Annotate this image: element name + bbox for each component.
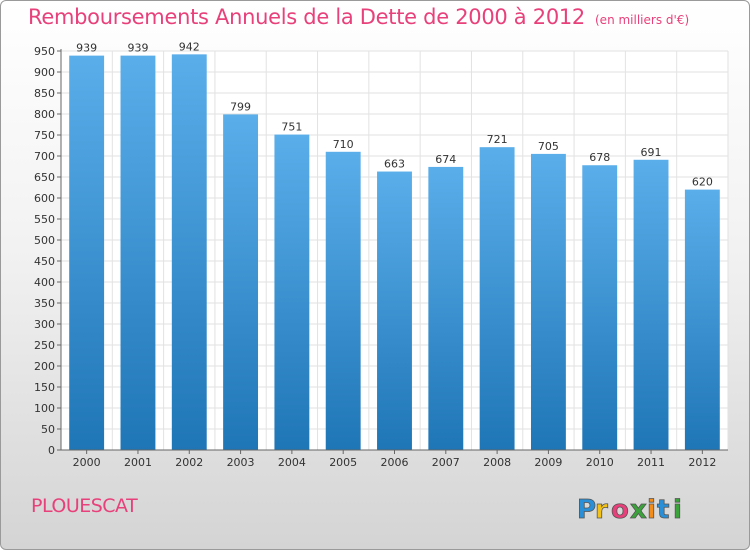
bar-value-label: 620	[692, 176, 713, 189]
y-tick-label: 750	[34, 129, 55, 142]
bar-value-label: 710	[333, 138, 354, 151]
bar-value-label: 721	[487, 133, 508, 146]
y-tick-label: 100	[34, 402, 55, 415]
bar	[325, 151, 361, 451]
svg-text:t: t	[657, 495, 669, 525]
x-tick-label: 2010	[586, 456, 614, 469]
x-tick-label: 2002	[175, 456, 203, 469]
bar	[530, 153, 566, 450]
svg-text:i: i	[647, 495, 656, 525]
bar	[69, 55, 105, 451]
y-tick-label: 550	[34, 213, 55, 226]
bar-value-label: 799	[230, 100, 251, 113]
y-tick-label: 500	[34, 234, 55, 247]
svg-text:i: i	[673, 495, 682, 525]
bar-value-label: 939	[127, 42, 148, 55]
svg-text:r: r	[595, 495, 608, 525]
svg-text:P: P	[577, 495, 596, 525]
y-tick-label: 900	[34, 66, 55, 79]
bar	[428, 166, 464, 451]
bar	[120, 55, 156, 451]
y-tick-label: 300	[34, 318, 55, 331]
y-tick-label: 850	[34, 87, 55, 100]
bar-value-label: 705	[538, 140, 559, 153]
y-tick-label: 0	[48, 444, 55, 457]
bar	[582, 165, 618, 451]
y-tick-label: 150	[34, 381, 55, 394]
x-tick-label: 2012	[688, 456, 716, 469]
bar	[377, 171, 412, 451]
svg-text:o: o	[611, 495, 629, 525]
y-tick-label: 450	[34, 255, 55, 268]
bar	[223, 114, 259, 451]
y-tick-label: 650	[34, 171, 55, 184]
x-tick-label: 2004	[278, 456, 306, 469]
bar-value-label: 674	[435, 153, 456, 166]
bar	[633, 159, 669, 450]
bar	[274, 134, 310, 450]
x-tick-label: 2000	[73, 456, 101, 469]
bar-value-label: 691	[641, 146, 662, 159]
commune-name: PLOUESCAT	[31, 495, 138, 517]
bar	[479, 147, 515, 450]
y-tick-label: 800	[34, 108, 55, 121]
proxiti-logo: P r o x i t i	[577, 495, 682, 526]
y-tick-label: 600	[34, 192, 55, 205]
x-tick-label: 2007	[432, 456, 460, 469]
x-tick-label: 2005	[329, 456, 357, 469]
x-tick-label: 2006	[381, 456, 409, 469]
chart-title: Remboursements Annuels de la Dette de 20…	[28, 5, 689, 29]
x-tick-label: 2003	[227, 456, 255, 469]
y-tick-label: 400	[34, 276, 55, 289]
bar	[171, 54, 207, 451]
y-tick-label: 700	[34, 150, 55, 163]
chart-unit: (en milliers d'€)	[595, 13, 690, 27]
bar-value-label: 678	[589, 151, 610, 164]
y-tick-label: 200	[34, 360, 55, 373]
y-tick-label: 950	[34, 45, 55, 58]
x-tick-label: 2009	[534, 456, 562, 469]
bar-value-label: 942	[179, 40, 200, 53]
y-tick-label: 250	[34, 339, 55, 352]
x-tick-label: 2008	[483, 456, 511, 469]
y-tick-label: 50	[41, 423, 55, 436]
x-tick-label: 2011	[637, 456, 665, 469]
chart-title-text: Remboursements Annuels de la Dette de 20…	[28, 5, 585, 29]
x-tick-label: 2001	[124, 456, 152, 469]
y-tick-label: 350	[34, 297, 55, 310]
svg-text:x: x	[630, 495, 647, 525]
bar	[684, 189, 720, 450]
bar-value-label: 751	[281, 121, 302, 134]
bar-value-label: 663	[384, 158, 405, 171]
bar-value-label: 939	[76, 42, 97, 55]
